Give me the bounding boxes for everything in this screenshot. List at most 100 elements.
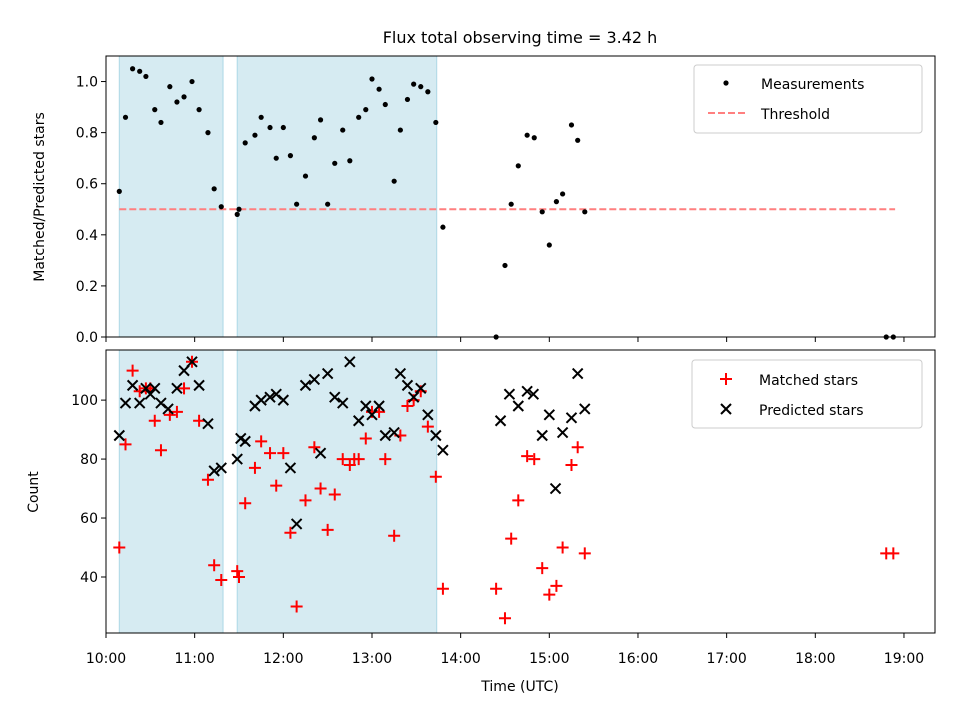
measurement-point xyxy=(508,201,514,207)
predicted-star-point xyxy=(255,394,267,406)
measurement-point xyxy=(196,107,202,113)
xtick-label: 11:00 xyxy=(174,651,214,667)
measurement-point xyxy=(234,211,240,217)
matched-star-point xyxy=(231,565,244,578)
matched-star-point xyxy=(505,532,518,545)
matched-star-point xyxy=(170,405,183,418)
matched-star-point xyxy=(314,482,327,495)
measurement-point xyxy=(167,84,173,90)
bottom-panel: 40 60 80 100 10:00 11:00 12:00 13:00 14:00 15:00… xyxy=(26,349,936,695)
measurement-point xyxy=(363,107,369,113)
top-y-axis-label: Matched/Predicted stars xyxy=(32,112,48,282)
predicted-star-point xyxy=(521,385,533,397)
measurement-point xyxy=(116,188,122,194)
matched-star-point xyxy=(239,497,252,510)
xtick-label: 13:00 xyxy=(352,651,392,667)
matched-star-point xyxy=(550,579,563,592)
top-ytick-label: 1.0 xyxy=(76,75,98,91)
top-panel: 0.0 0.2 0.4 0.6 0.8 1.0 Matched/Predicted sta… xyxy=(32,55,936,346)
measurement-point xyxy=(302,173,309,179)
measurement-point xyxy=(340,127,346,133)
matched-star-point xyxy=(328,488,341,501)
xtick-label: 10:00 xyxy=(86,651,126,667)
predicted-star-point xyxy=(415,382,427,395)
measurement-point xyxy=(546,242,552,248)
matched-star-point xyxy=(113,541,126,554)
matched-star-point xyxy=(429,470,442,483)
legend-matched-label: Matched stars xyxy=(759,373,858,389)
matched-star-point xyxy=(290,600,303,613)
matched-star-point xyxy=(388,529,401,542)
bottom-ytick-label: 60 xyxy=(80,511,98,527)
measurement-point xyxy=(369,76,375,82)
predicted-star-point xyxy=(512,400,524,412)
measurement-point xyxy=(418,84,424,90)
measurement-point xyxy=(242,140,248,146)
legend-threshold-label: Threshold xyxy=(760,107,830,123)
measurement-point xyxy=(122,114,129,120)
measurement-point xyxy=(258,114,264,120)
top-axes-frame xyxy=(105,55,936,338)
matched-star-point xyxy=(126,364,139,377)
predicted-star-point xyxy=(178,364,190,377)
measurement-point xyxy=(560,191,566,197)
matched-star-point xyxy=(215,573,228,586)
measurement-point xyxy=(356,114,362,120)
top-legend-box xyxy=(693,64,923,134)
measurement-point xyxy=(397,127,403,133)
predicted-star-point xyxy=(360,400,372,412)
predicted-star-point xyxy=(430,429,442,442)
predicted-star-point xyxy=(284,462,297,474)
predicted-star-point xyxy=(202,417,214,430)
measurement-point xyxy=(391,178,397,184)
predicted-star-point xyxy=(144,388,157,400)
matched-star-point xyxy=(178,382,191,395)
shaded-interval-1 xyxy=(118,55,224,338)
predicted-star-point xyxy=(186,356,198,368)
predicted-star-point xyxy=(565,412,578,424)
matched-star-point xyxy=(887,547,900,560)
predicted-star-point xyxy=(314,447,327,459)
measurement-point xyxy=(404,96,411,103)
measurement-point xyxy=(294,201,300,207)
matched-star-point xyxy=(308,441,321,454)
matched-star-point xyxy=(299,494,312,507)
measurement-point xyxy=(332,160,338,166)
matched-star-point xyxy=(248,461,261,474)
matched-star-point xyxy=(148,414,161,427)
matched-star-point xyxy=(277,447,290,460)
measurement-point xyxy=(189,78,195,85)
bottom-ytick-label: 100 xyxy=(71,393,98,409)
legend-measurement-marker xyxy=(723,80,729,86)
predicted-star-point xyxy=(337,397,349,409)
predicted-star-point xyxy=(366,409,378,421)
matched-star-point xyxy=(543,588,556,601)
measurement-point xyxy=(515,163,521,169)
xtick-label: 15:00 xyxy=(529,651,569,667)
predicted-star-point xyxy=(379,429,391,442)
predicted-star-point xyxy=(549,482,562,495)
matched-star-point xyxy=(379,453,392,466)
predicted-star-point xyxy=(321,367,334,380)
matched-star-point xyxy=(321,523,334,536)
legend-predicted-label: Predicted stars xyxy=(759,403,864,419)
measurement-point xyxy=(280,124,286,131)
measurement-point xyxy=(137,68,143,74)
measurement-point xyxy=(575,137,581,143)
xtick-label: 12:00 xyxy=(263,651,303,667)
predicted-star-point xyxy=(344,356,356,368)
predicted-star-point xyxy=(503,388,516,400)
predicted-star-point xyxy=(407,391,420,403)
measurement-point xyxy=(568,122,575,128)
matched-star-point xyxy=(556,541,569,554)
predicted-star-point xyxy=(290,518,303,530)
predicted-star-point xyxy=(119,397,132,409)
predicted-star-point xyxy=(231,453,243,465)
xtick-label: 17:00 xyxy=(706,651,746,667)
measurement-point xyxy=(311,135,317,141)
measurement-point xyxy=(218,204,224,210)
predicted-star-point xyxy=(527,388,540,400)
predicted-star-point xyxy=(394,367,407,380)
measurement-point xyxy=(425,89,431,95)
measurement-point xyxy=(502,262,508,269)
